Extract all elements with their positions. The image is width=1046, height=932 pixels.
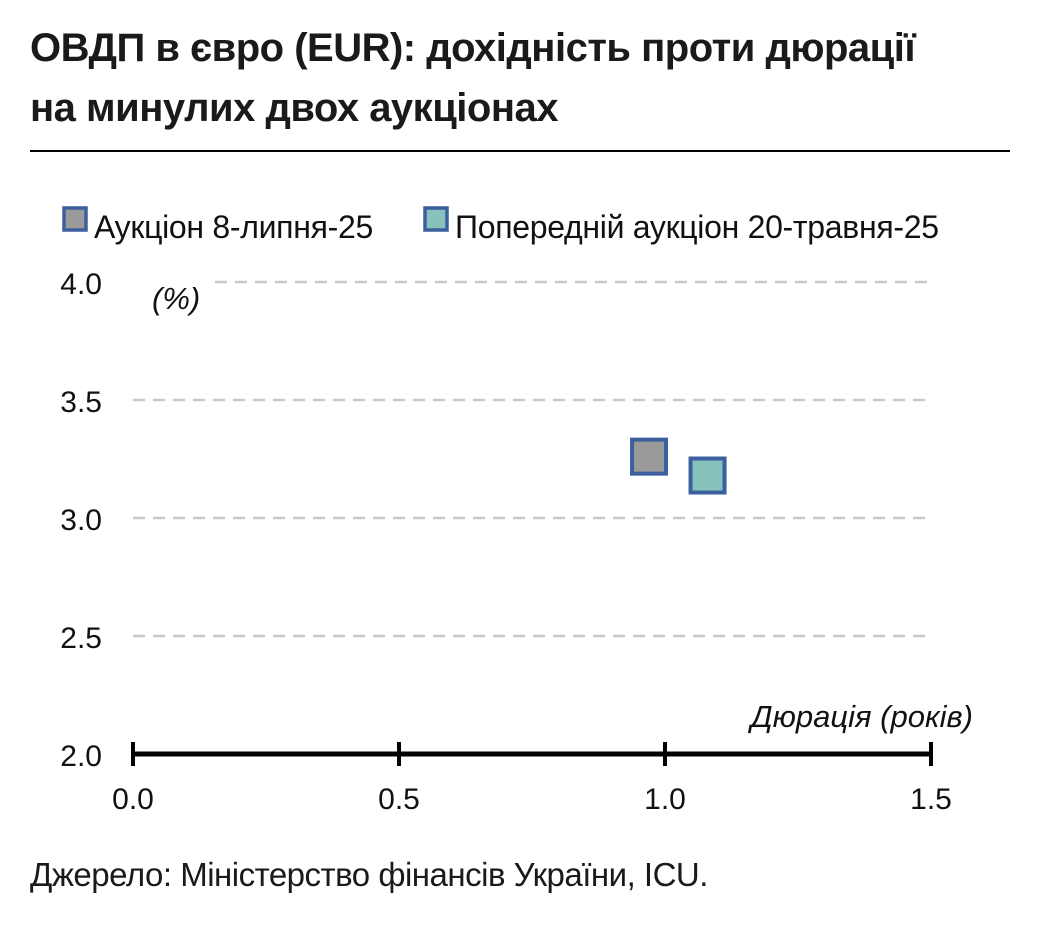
y-tick-label: 2.0 bbox=[60, 740, 102, 773]
y-tick-label: 3.5 bbox=[60, 386, 102, 419]
chart-title-line-2: на минулих двох аукціонах bbox=[30, 86, 559, 130]
y-axis-label: (%) bbox=[152, 281, 200, 316]
x-tick-label: 1.5 bbox=[910, 783, 952, 816]
y-tick-label: 4.0 bbox=[60, 268, 102, 301]
y-tick-label: 2.5 bbox=[60, 622, 102, 655]
chart-title: ОВДП в євро (EUR): дохідність проти дюра… bbox=[30, 18, 1020, 138]
x-tick-label: 0.0 bbox=[112, 783, 154, 816]
legend-swatch bbox=[62, 206, 88, 232]
x-tick-label: 0.5 bbox=[378, 783, 420, 816]
tick-labels: 0.0 0.5 1.0 1.5 2.0 2.5 3.0 3.5 4.0 bbox=[60, 268, 952, 816]
gridlines bbox=[133, 280, 931, 638]
legend-label: Попередній аукціон 20-травня-25 bbox=[455, 209, 939, 245]
x-tick-label: 1.0 bbox=[644, 783, 686, 816]
title-divider bbox=[30, 150, 1010, 152]
axes bbox=[131, 742, 933, 766]
legend-swatch bbox=[423, 206, 449, 232]
data-point bbox=[688, 456, 727, 495]
legend: Аукціон 8-липня-25 Попередній аукціон 20-… bbox=[62, 206, 939, 245]
x-axis-label: Дюрація (років) bbox=[748, 699, 973, 734]
source-note: Джерело: Міністерство фінансів України, … bbox=[30, 856, 708, 893]
chart-title-line-1: ОВДП в євро (EUR): дохідність проти дюра… bbox=[30, 26, 916, 70]
data-point bbox=[630, 437, 669, 476]
legend-label: Аукціон 8-липня-25 bbox=[94, 209, 373, 245]
data-points bbox=[630, 437, 727, 495]
y-tick-label: 3.0 bbox=[60, 504, 102, 537]
